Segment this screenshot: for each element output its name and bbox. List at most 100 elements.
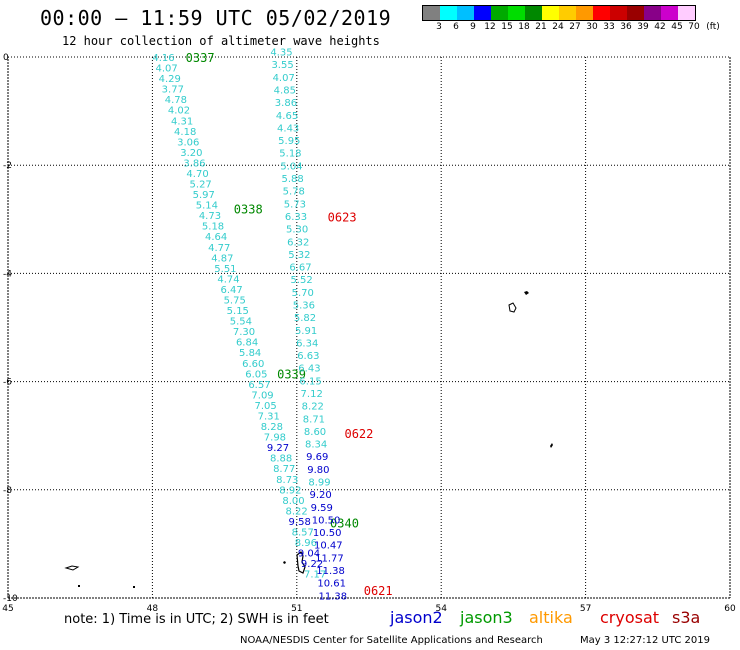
credit-text: NOAA/NESDIS Center for Satellite Applica… [240,635,543,646]
wave-height-value: 10.50 [312,515,341,526]
wave-height-value: 8.22 [302,402,324,413]
wave-height-value: 4.78 [165,95,187,106]
wave-height-value: 5.95 [278,136,300,147]
wave-height-value: 10.50 [313,528,342,539]
wave-height-value: 4.65 [276,111,298,122]
y-tick-label: 0 [3,53,9,63]
wave-height-value: 8.57 [292,527,314,538]
pass-time-label: 0339 [277,367,306,381]
scale-label: 70 [688,22,700,32]
satellite-legend-item: jason2 [390,608,443,627]
scale-label: 6 [453,22,459,32]
wave-height-value: 5.54 [230,317,252,328]
scale-swatch [542,6,559,20]
wave-height-value: 9.58 [289,517,311,528]
pass-time-label: 0621 [364,584,393,598]
altimeter-tracks: 4.164.074.293.774.784.024.314.183.063.20… [152,48,392,603]
pass-time-label: 0340 [330,516,359,530]
scale-label: 45 [671,22,683,32]
scale-swatch [457,6,474,20]
wave-height-value: 5.04 [280,161,302,172]
wave-height-value: 5.18 [279,149,301,160]
wave-height-value: 9.22 [301,559,323,570]
wave-height-value: 7.09 [251,390,273,401]
map-subtitle: 12 hour collection of altimeter wave hei… [62,34,380,48]
scale-label: 36 [620,22,632,32]
x-tick-label: 60 [724,604,736,614]
scale-label: 9 [470,22,476,32]
scale-swatch [508,6,525,20]
wave-height-value: 6.32 [287,237,309,248]
wave-height-value: 5.73 [284,199,306,210]
wave-height-value: 9.59 [311,503,333,514]
y-tick-label: -10 [3,594,18,604]
wave-height-value: 6.05 [245,369,267,380]
wave-height-value: 8.71 [303,414,325,425]
islet-west-2 [78,585,80,587]
wave-height-value: 6.33 [285,212,307,223]
wave-height-value: 5.97 [193,190,215,201]
wave-height-value: 5.70 [292,288,314,299]
pass-time-label: 0623 [328,211,357,225]
wave-height-value: 8.28 [261,422,283,433]
scale-swatch [678,6,695,20]
scale-label: 42 [654,22,666,32]
scale-swatch [661,6,678,20]
wave-height-value: 10.47 [314,541,343,552]
wave-height-value: 7.31 [258,411,280,422]
satellite-legend-item: jason3 [460,608,513,627]
scale-label: 24 [552,22,564,32]
wave-height-value: 7.12 [301,389,323,400]
wave-height-value: 5.91 [295,326,317,337]
scale-swatch [627,6,644,20]
wave-height-value: 8.34 [305,440,327,451]
wave-height-value: 8.88 [270,454,292,465]
wave-height-value: 9.04 [298,549,320,560]
islet-west-3 [133,586,135,588]
islet-west-1 [64,565,80,571]
scale-swatch [610,6,627,20]
wave-height-value: 4.35 [270,48,292,59]
scale-label: (ft) [706,22,720,32]
note-text: note: 1) Time is in UTC; 2) SWH is in fe… [64,612,329,627]
wave-height-value: 6.34 [296,338,318,349]
island-east [550,443,553,448]
wave-height-value: 6.15 [299,376,321,387]
scale-swatch [559,6,576,20]
wave-height-value: 4.18 [174,127,196,138]
wave-height-value: 5.30 [286,225,308,236]
scale-swatch [644,6,661,20]
wave-height-value: 9.27 [267,443,289,454]
satellite-track: 4.353.55 4.07 4.853.86 4.654.43 5.95 5.185.04… [270,48,392,603]
wave-height-value: 8.00 [282,496,304,507]
wave-height-value: 3.20 [180,148,202,159]
map-grid [7,56,731,599]
wave-height-value: 3.86 [183,158,205,169]
y-tick-label: -2 [3,161,12,171]
y-tick-label: -4 [3,269,12,279]
axis-labels: 45 48 51 54 57 60 0 -2 -4 -6 -8 -10 [2,53,736,614]
wave-height-value: 5.15 [227,306,249,317]
satellite-legend-item: altika [529,608,573,627]
wave-height-value: 7.05 [255,401,277,412]
pass-time-label: 0337 [186,51,215,65]
color-scale-bar [422,5,696,21]
x-tick-label: 51 [291,604,302,614]
wave-height-value: 7.30 [233,327,255,338]
wave-height-value: 3.86 [275,98,297,109]
wave-height-value: 6.57 [248,380,270,391]
scale-swatch [525,6,542,20]
wave-height-value: 4.43 [277,123,299,134]
wave-height-value: 5.14 [196,201,218,212]
wave-height-value: 7.98 [264,433,286,444]
x-tick-label: 45 [2,604,13,614]
wave-height-value: 9.69 [306,452,328,463]
scale-label: 33 [603,22,615,32]
wave-height-value: 4.70 [186,169,208,180]
wave-height-value: 5.32 [288,250,310,261]
scale-label: 18 [518,22,530,32]
amirante-islands [296,551,306,574]
scale-label: 27 [569,22,581,32]
scale-label: 39 [637,22,649,32]
